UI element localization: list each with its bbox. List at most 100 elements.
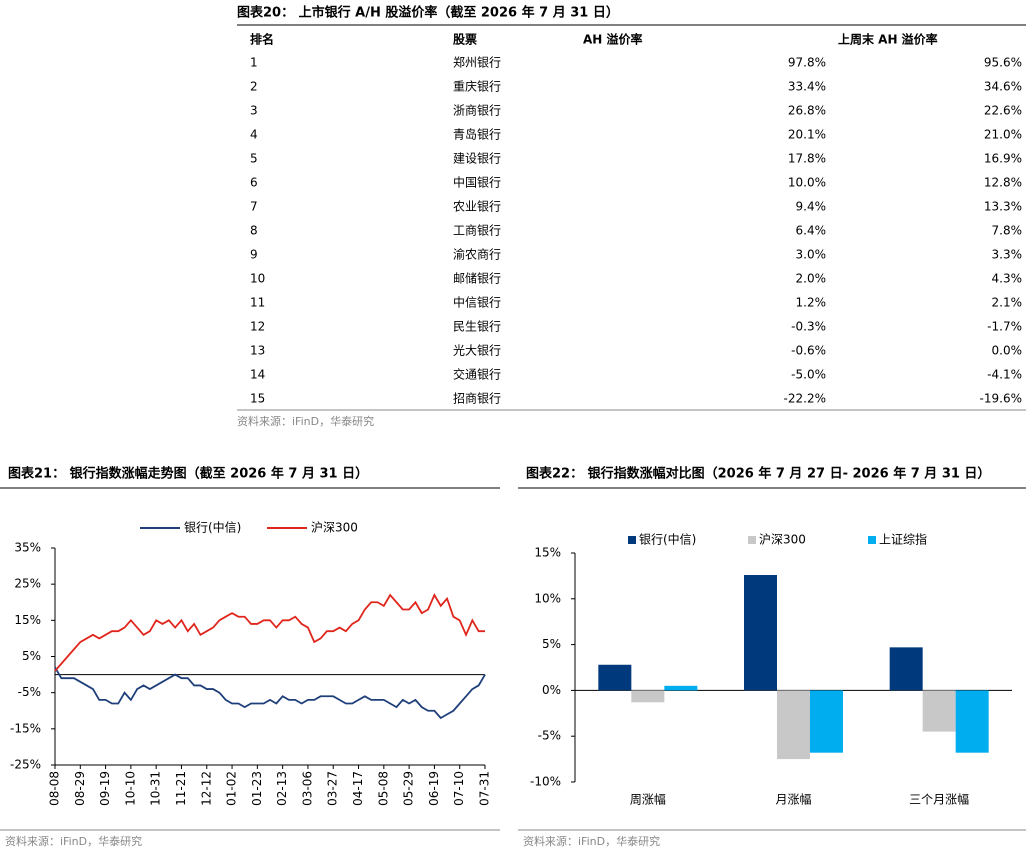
source: 资料来源：iFinD，华泰研究 bbox=[5, 834, 142, 848]
x-tick-label: 03-27 bbox=[326, 771, 340, 806]
line bbox=[54, 666, 486, 720]
source: 资料来源：iFinD，华泰研究 bbox=[523, 834, 660, 848]
y-tick-label: 5% bbox=[22, 649, 41, 663]
ah-premium: 33.4% bbox=[788, 80, 826, 94]
prev-ah-premium: -19.6% bbox=[980, 392, 1022, 406]
stock: 重庆银行 bbox=[453, 80, 501, 94]
rank: 10 bbox=[250, 272, 265, 286]
x-tick-label: 05-29 bbox=[402, 771, 416, 806]
rank: 4 bbox=[250, 128, 258, 142]
bar bbox=[631, 690, 665, 703]
prev-ah-premium: 13.3% bbox=[984, 200, 1022, 214]
x-tick-label: 02-13 bbox=[275, 771, 289, 806]
table-header: AH 溢价率 bbox=[583, 32, 643, 47]
y-tick-label: -25% bbox=[10, 758, 41, 772]
stock: 郑州银行 bbox=[453, 55, 501, 70]
rank: 3 bbox=[250, 104, 258, 118]
bar bbox=[598, 664, 632, 691]
legend-swatch bbox=[868, 536, 876, 544]
x-tick-label: 07-10 bbox=[452, 771, 466, 806]
prev-ah-premium: 34.6% bbox=[984, 80, 1022, 94]
x-tick-label: 10-10 bbox=[123, 771, 137, 806]
y-tick-label: 5% bbox=[542, 637, 561, 651]
x-tick-label: 06-19 bbox=[427, 771, 441, 806]
y-tick-label: 15% bbox=[14, 613, 41, 627]
ah-premium: 9.4% bbox=[796, 200, 827, 214]
rank: 15 bbox=[250, 392, 265, 406]
rank: 2 bbox=[250, 80, 258, 94]
rank: 7 bbox=[250, 200, 258, 214]
stock: 中国银行 bbox=[453, 175, 501, 190]
stock: 农业银行 bbox=[453, 200, 501, 214]
chart-title: 图表21： 银行指数涨幅走势图（截至 2026 年 7 月 31 日） bbox=[8, 466, 368, 482]
y-tick-label: -10% bbox=[530, 775, 561, 789]
stock: 民生银行 bbox=[453, 320, 501, 334]
legend-swatch bbox=[748, 536, 756, 544]
rank: 12 bbox=[250, 320, 265, 334]
stock: 工商银行 bbox=[453, 223, 501, 238]
rank: 1 bbox=[250, 56, 258, 70]
ah-premium: 1.2% bbox=[796, 296, 827, 310]
x-tick-label: 12-12 bbox=[199, 771, 213, 806]
x-tick-label: 周涨幅 bbox=[630, 792, 666, 807]
stock: 交通银行 bbox=[453, 367, 501, 382]
bar bbox=[664, 685, 698, 691]
ah-premium: 17.8% bbox=[788, 152, 826, 166]
line bbox=[54, 593, 485, 672]
ah-premium: 26.8% bbox=[788, 104, 826, 118]
prev-ah-premium: 16.9% bbox=[984, 152, 1022, 166]
x-tick-label: 10-31 bbox=[149, 771, 163, 806]
y-tick-label: 15% bbox=[534, 546, 561, 560]
ah-premium: -5.0% bbox=[791, 368, 826, 382]
stock: 招商银行 bbox=[453, 391, 501, 406]
prev-ah-premium: 4.3% bbox=[992, 272, 1023, 286]
rank: 14 bbox=[250, 368, 265, 382]
ah-premium: 20.1% bbox=[788, 128, 826, 142]
rank: 11 bbox=[250, 296, 265, 310]
legend-label: 银行(中信) bbox=[639, 532, 696, 547]
y-tick-label: 0% bbox=[542, 683, 561, 697]
x-tick-label: 04-17 bbox=[351, 771, 365, 806]
table-header: 上周末 AH 溢价率 bbox=[838, 32, 938, 47]
prev-ah-premium: 3.3% bbox=[992, 248, 1023, 262]
x-tick-label: 三个月涨幅 bbox=[909, 792, 969, 807]
table-header: 股票 bbox=[453, 32, 477, 47]
bar bbox=[922, 690, 956, 732]
x-tick-label: 09-19 bbox=[98, 771, 112, 806]
y-tick-label: -15% bbox=[10, 721, 41, 735]
prev-ah-premium: 21.0% bbox=[984, 128, 1022, 142]
stock: 浙商银行 bbox=[453, 103, 501, 118]
ah-premium: 2.0% bbox=[796, 272, 827, 286]
chart-title: 图表22： 银行指数涨幅对比图（2026 年 7 月 27 日- 2026 年 … bbox=[526, 466, 990, 482]
stock: 建设银行 bbox=[453, 152, 501, 166]
prev-ah-premium: 0.0% bbox=[992, 344, 1023, 358]
x-tick-label: 03-06 bbox=[300, 771, 314, 806]
x-tick-label: 01-23 bbox=[250, 771, 264, 806]
bar bbox=[810, 690, 843, 753]
prev-ah-premium: 7.8% bbox=[992, 224, 1023, 238]
x-tick-label: 05-08 bbox=[376, 771, 390, 806]
bar bbox=[955, 690, 989, 753]
table-header: 排名 bbox=[250, 32, 274, 47]
stock: 光大银行 bbox=[453, 344, 501, 358]
y-tick-label: 35% bbox=[14, 541, 41, 555]
bar bbox=[744, 574, 777, 691]
prev-ah-premium: 22.6% bbox=[984, 104, 1022, 118]
legend-swatch bbox=[628, 536, 636, 544]
prev-ah-premium: -4.1% bbox=[987, 368, 1022, 382]
x-tick-label: 11-21 bbox=[174, 771, 188, 806]
x-tick-label: 07-31 bbox=[478, 771, 492, 806]
x-tick-label: 08-29 bbox=[73, 771, 87, 806]
x-tick-label: 月涨幅 bbox=[775, 792, 811, 807]
bar bbox=[777, 690, 810, 760]
legend-label: 上证综指 bbox=[879, 532, 927, 547]
rank: 9 bbox=[250, 248, 258, 262]
bar bbox=[889, 647, 923, 691]
ah-premium: 6.4% bbox=[796, 224, 827, 238]
prev-ah-premium: 95.6% bbox=[984, 56, 1022, 70]
table-title: 图表20： 上市银行 A/H 股溢价率（截至 2026 年 7 月 31 日） bbox=[237, 5, 619, 21]
rank: 6 bbox=[250, 176, 258, 190]
ah-premium: -22.2% bbox=[784, 392, 826, 406]
stock: 青岛银行 bbox=[453, 127, 501, 142]
